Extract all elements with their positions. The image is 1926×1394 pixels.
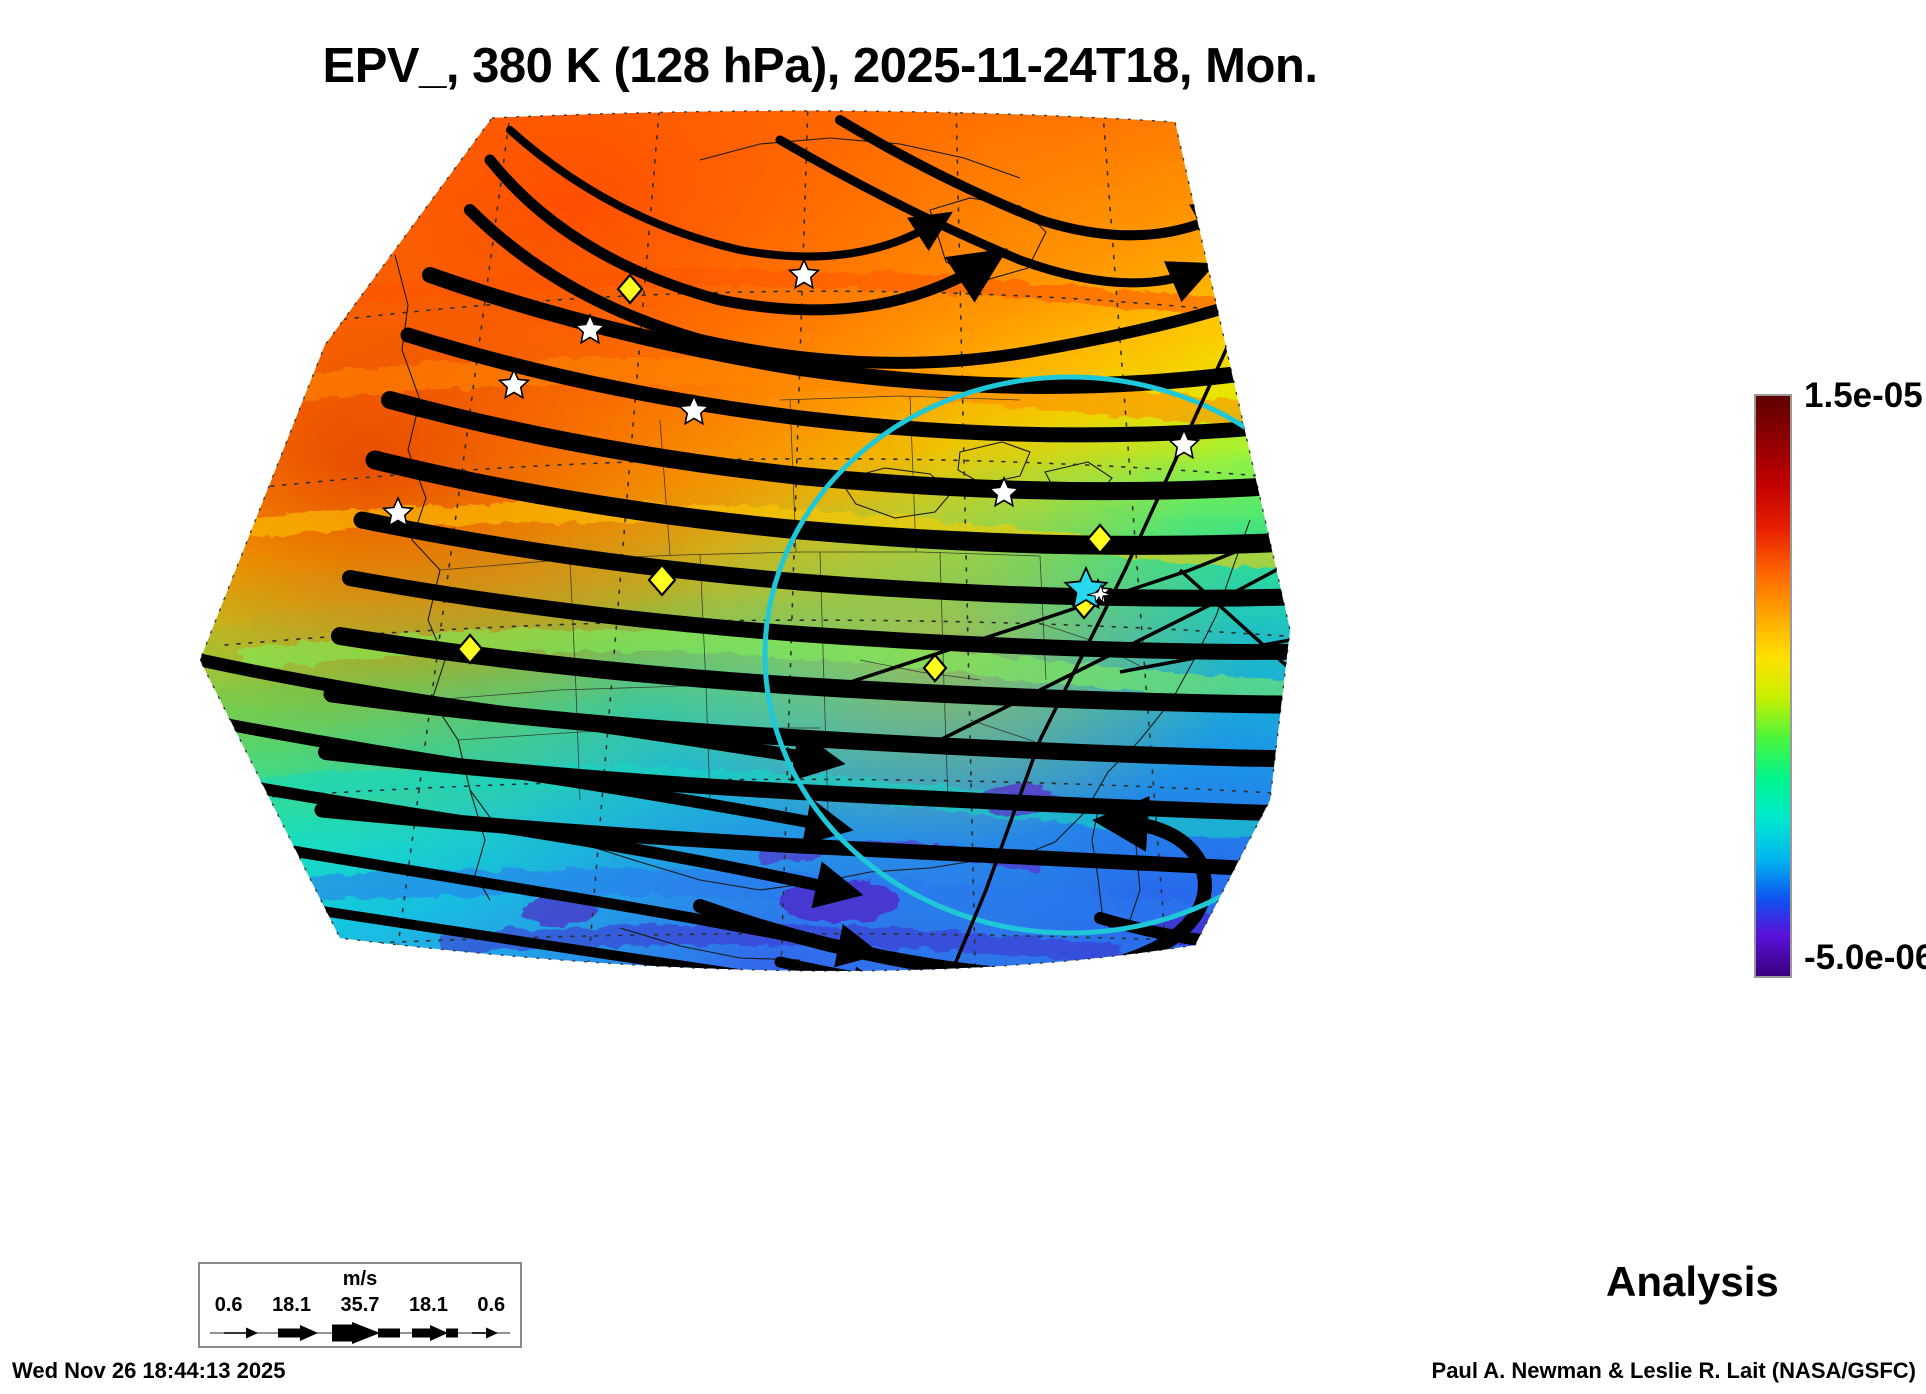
streamline-layer bbox=[200, 115, 1290, 971]
wind-legend-value: 0.6 bbox=[214, 1294, 243, 1316]
page-title: EPV_, 380 K (128 hPa), 2025-11-24T18, Mo… bbox=[322, 39, 1318, 93]
colorbar-max-label: 1.5e-05 bbox=[1804, 376, 1923, 415]
wind-legend-unit: m/s bbox=[342, 1268, 378, 1290]
wind-legend-value: 18.1 bbox=[272, 1294, 311, 1316]
aircraft-icon bbox=[1086, 583, 1112, 604]
wind-speed-legend: m/s 0.6 18.1 35.7 18.1 0.6 bbox=[198, 1262, 522, 1348]
marker-layer[interactable] bbox=[381, 258, 1201, 683]
wind-legend-value: 18.1 bbox=[408, 1294, 448, 1316]
wind-legend-values: 0.6 18.1 35.7 18.1 0.6 bbox=[200, 1294, 520, 1317]
colorbar: 1.5e-05 -5.0e-06 bbox=[1746, 376, 1926, 988]
wind-legend-value: 35.7 bbox=[340, 1294, 380, 1316]
flight-track-layer bbox=[825, 279, 1290, 971]
colorbar-min-label: -5.0e-06 bbox=[1804, 938, 1926, 977]
map-plot[interactable] bbox=[140, 100, 1560, 1010]
wind-legend-arrows bbox=[210, 1322, 510, 1344]
colorbar-gradient bbox=[1754, 394, 1792, 978]
range-circle bbox=[762, 374, 1290, 936]
author-credit: Paul A. Newman & Leslie R. Lait (NASA/GS… bbox=[1431, 1358, 1916, 1383]
epv-scalar-field bbox=[200, 110, 1290, 971]
map-boundary bbox=[199, 110, 1291, 972]
wind-legend-value: 0.6 bbox=[477, 1294, 506, 1316]
render-timestamp: Wed Nov 26 18:44:13 2025 bbox=[12, 1358, 286, 1383]
map-panel[interactable] bbox=[140, 100, 1560, 1010]
analysis-label: Analysis bbox=[1606, 1258, 1779, 1305]
